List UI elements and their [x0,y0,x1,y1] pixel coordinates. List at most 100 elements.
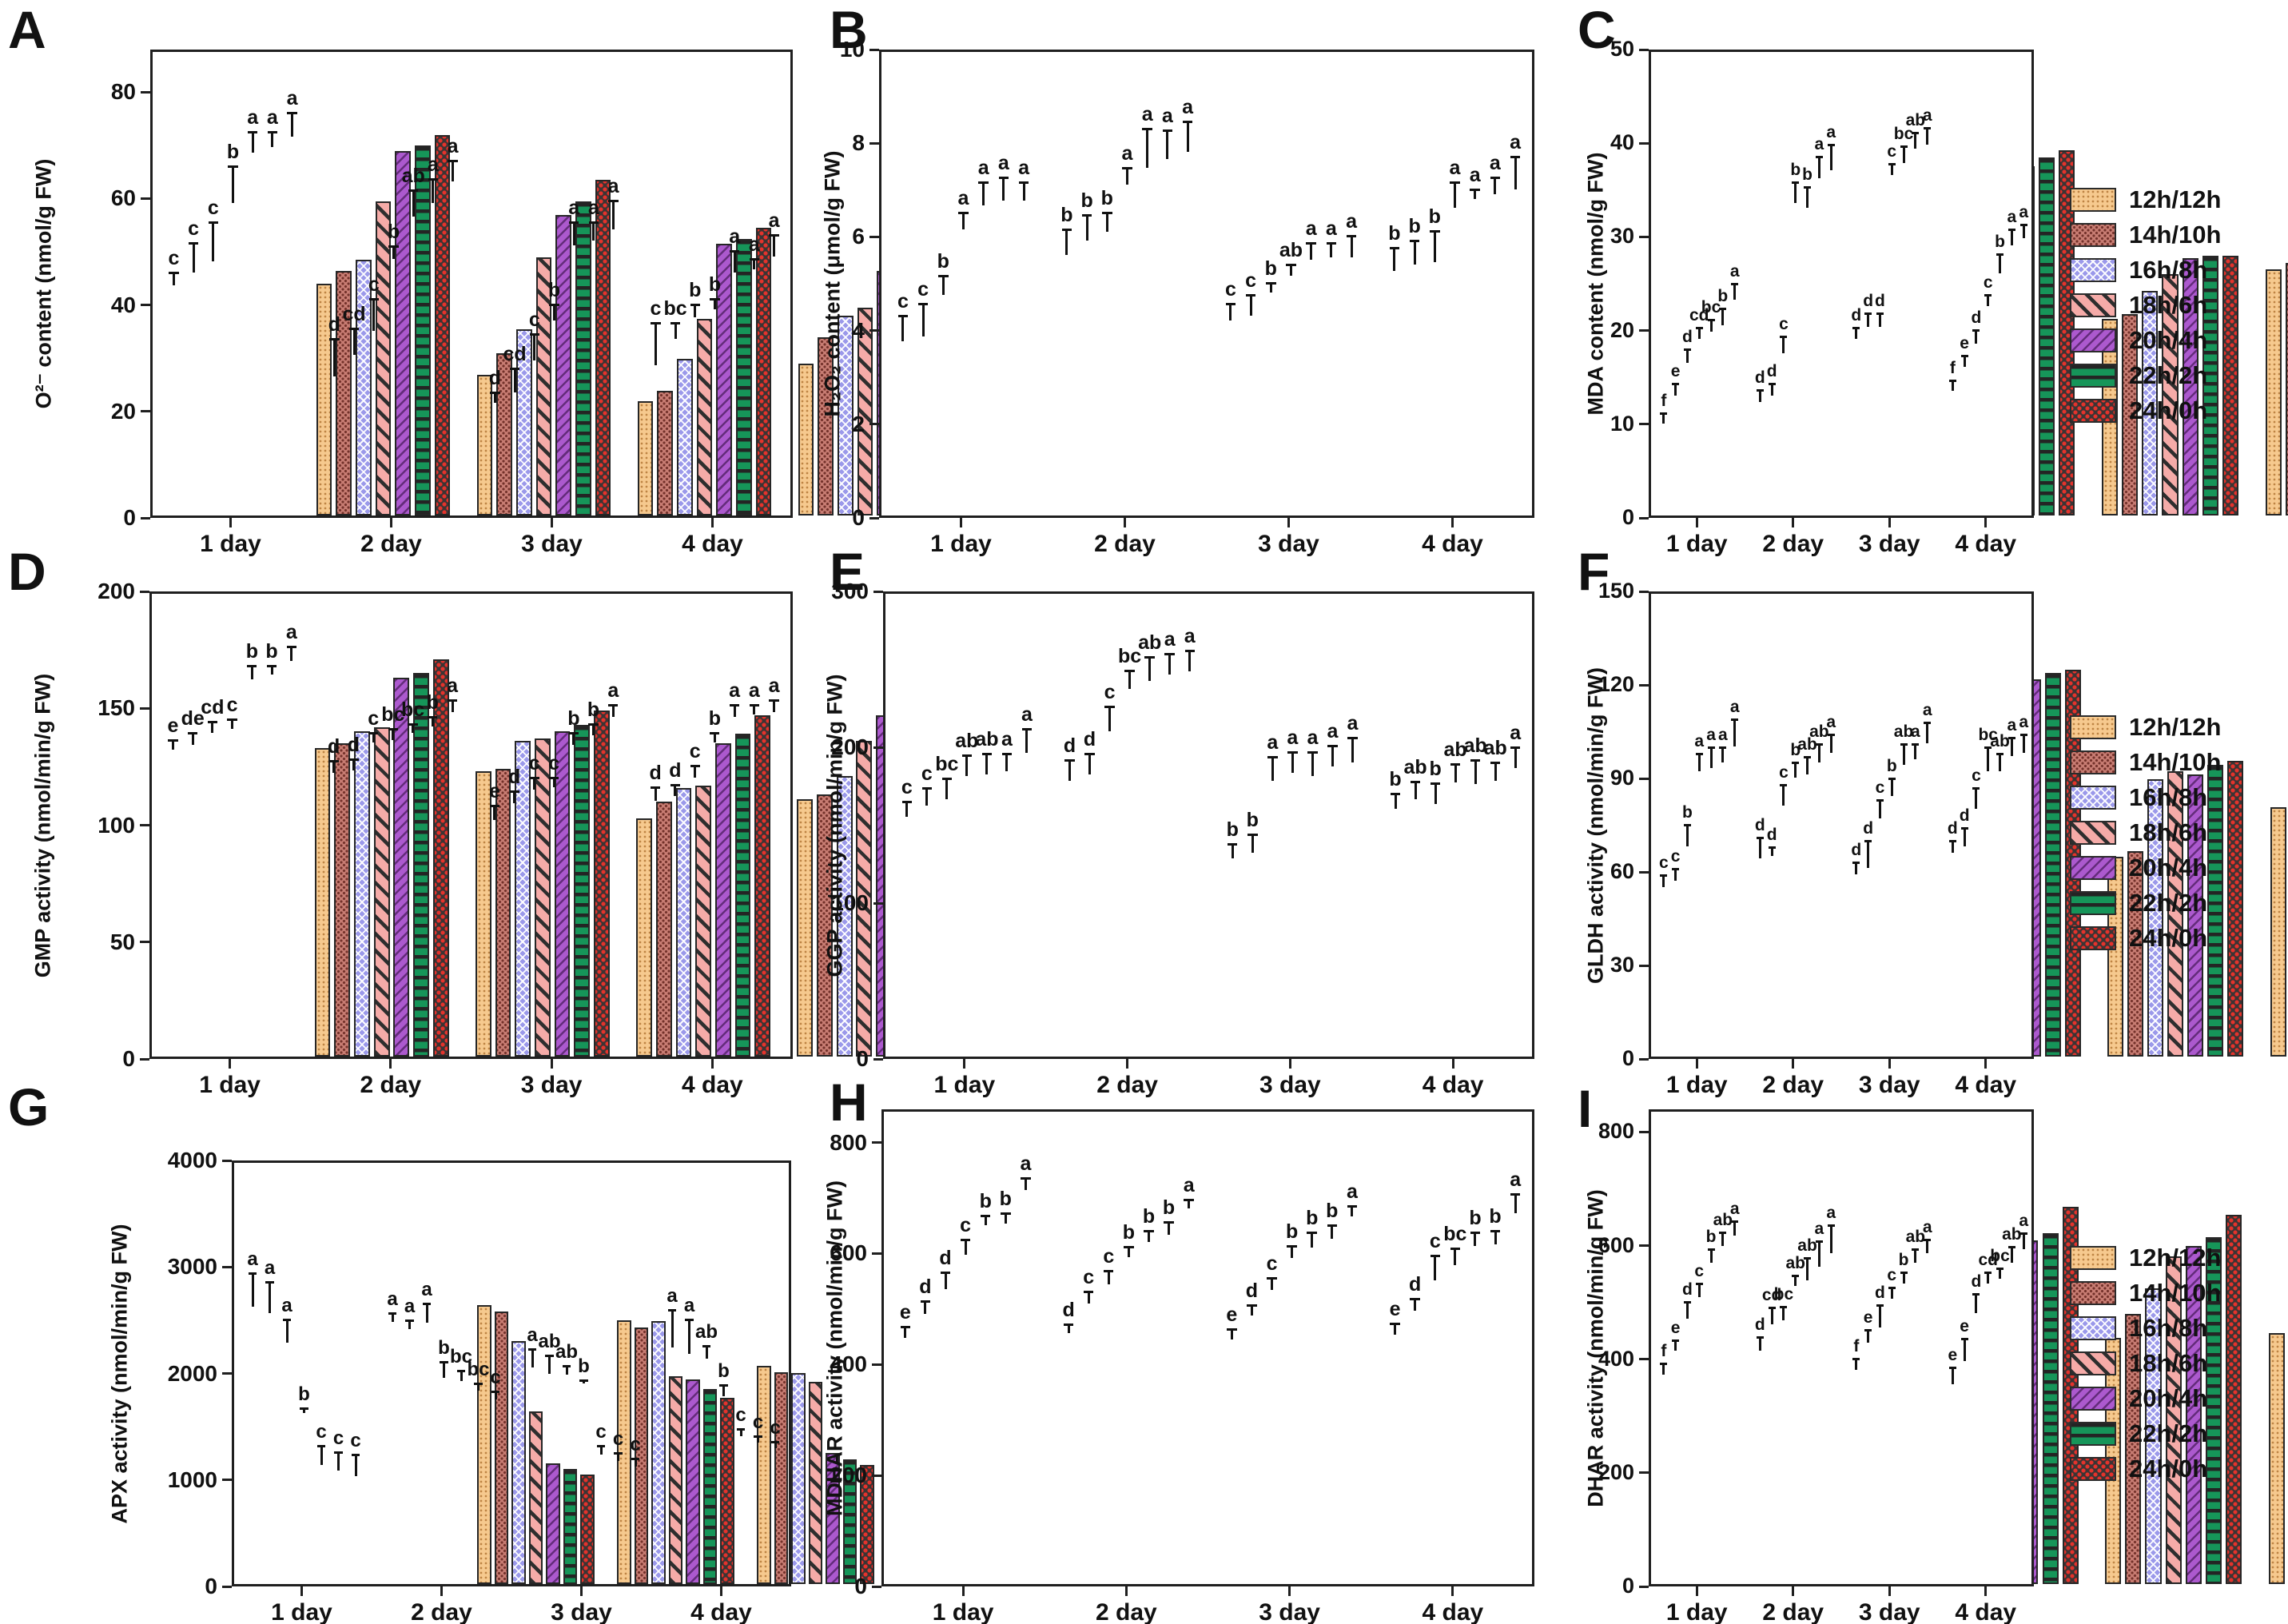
error-bar-cap [1695,326,1703,329]
error-bar-cap [569,221,579,224]
y-tick-mark [141,410,150,413]
error-bar-cap [920,1300,931,1304]
x-category-label: 2 day [360,1072,422,1098]
sig-letter: ab [1483,737,1507,760]
sig-letter: a [1694,731,1705,750]
sig-letter: b [1122,1220,1136,1244]
legend-item: 20h/4h [2070,323,2221,358]
error-bar [1350,237,1353,257]
y-tick-mark [869,516,879,519]
error-bar [412,190,415,217]
bar-14h-10h [2125,1313,2142,1584]
error-bar-cap [334,1451,343,1455]
sig-letter: b [1995,233,2005,252]
error-bar [1514,157,1517,189]
sig-letter: a [607,679,619,703]
sig-letter: c [368,707,380,730]
y-tick-mark [222,1159,232,1162]
error-bar-cap [1346,235,1357,238]
y-tick-mark [1639,683,1649,687]
error-bar [617,1454,619,1462]
error-bar [432,180,435,204]
sig-letter: a [729,679,741,703]
y-tick-label: 400 [1598,1346,1634,1371]
error-bar-cap [917,303,929,306]
error-bar-cap [1347,1204,1358,1208]
sig-letter: c [689,740,701,763]
error-bar [904,1327,907,1338]
error-bar-cap [1267,1276,1277,1280]
error-bar [352,759,355,771]
panel-A-letter: A [8,0,46,59]
bar-22h-2h [2044,673,2061,1057]
bar-22h-2h [563,1469,578,1584]
error-bar-cap [1184,1198,1194,1201]
sig-letter: a [1327,719,1339,742]
error-bar [2022,225,2025,238]
x-category-label: 4 day [1422,531,1483,557]
error-bar [1414,1299,1417,1312]
error-bar [493,392,496,403]
error-bar-cap [1792,181,1800,184]
sig-letter: a [1826,713,1836,732]
error-bar-cap [1327,744,1338,747]
x-tick-mark [960,518,962,527]
x-tick-mark [1792,518,1795,527]
x-category-label: 1 day [1665,1599,1728,1624]
y-tick-mark [222,1372,232,1375]
sig-letter: b [426,691,439,714]
error-bar [572,222,575,246]
sig-letter: b [689,278,702,301]
x-tick-mark [711,518,714,527]
bar-14h-10h [495,769,511,1057]
panel-D-plot-area: e de cd c b b a d d c bc bc b a e d c c b b a d d c b a a a [149,591,932,1059]
x-category-label: 2 day [1762,531,1824,557]
error-bar-cap [1804,185,1812,189]
bar-12h-12h [2270,807,2287,1057]
sig-letter: ab [538,1330,561,1352]
error-bar-cap [1912,1248,1920,1252]
error-bar-cap [710,732,720,735]
bar-24h-0h [754,714,771,1057]
error-bar-cap [456,1369,466,1372]
sig-letter: a [1267,730,1279,754]
error-bar [733,706,736,717]
error-bar-cap [247,664,257,667]
y-tick-label: 60 [1610,859,1634,883]
error-bar-cap [1018,181,1029,184]
error-bar [270,666,273,675]
sig-letter: a [1922,105,1932,125]
tan-dots-swatch [2070,715,2116,739]
error-bar-cap [1888,1287,1896,1290]
error-bar [1251,835,1254,853]
sig-letter: c [901,776,913,799]
error-bar-cap [1347,737,1358,740]
y-tick-mark [869,235,879,238]
sig-letter: e [899,1301,911,1324]
legend-item: 16h/8h [2070,780,2221,815]
error-bar-cap [1430,782,1441,785]
bar-20h-4h [2187,774,2204,1057]
error-bar [1867,1331,1870,1343]
sig-letter: a [1164,627,1176,651]
error-bar [1963,1339,1966,1362]
error-bar [1685,826,1689,846]
error-bar [565,1367,568,1375]
sig-letter: a [1469,163,1481,186]
error-bar-cap [1756,389,1764,392]
x-category-label: 1 day [1665,531,1728,557]
bar-24h-0h [432,659,449,1057]
sig-letter: b [1717,287,1729,306]
sig-letter: a [1141,102,1153,125]
sig-letter: d [1875,292,1885,311]
maroon-dots-swatch [2070,223,2116,247]
error-bar-cap [670,783,681,786]
legend-label: 22h/2h [2129,1419,2208,1447]
sig-letter: c [368,273,380,297]
bar-22h-2h [734,734,751,1057]
y-tick-mark [1639,870,1649,874]
error-bar-cap [474,1382,483,1385]
panel-G-plot-area: a a a b c c c a a a b bc bc c a ab ab b c c c a a ab b c c c [232,1160,1014,1586]
error-bar-cap [631,1458,640,1461]
error-bar-cap [1900,145,1908,149]
